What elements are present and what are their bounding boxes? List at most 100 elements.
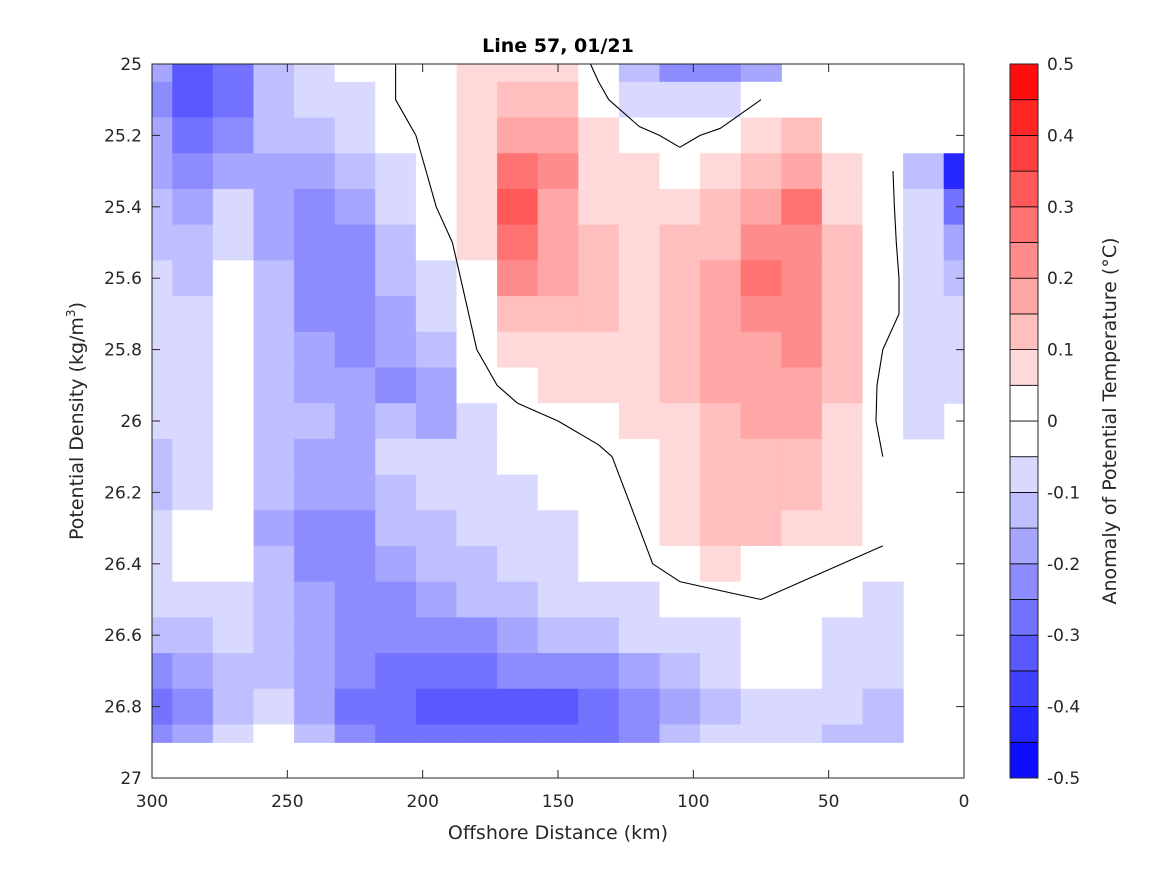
anomaly-cell [821, 617, 864, 654]
anomaly-cell [253, 581, 295, 618]
anomaly-cell [537, 617, 579, 654]
x-tick-label: 250 [271, 792, 303, 812]
anomaly-cell [415, 260, 458, 297]
colorbar-label: Anomaly of Potential Temperature (°C) [1099, 238, 1121, 605]
y-tick-label: 26.4 [104, 555, 142, 575]
zero-contour-line [395, 64, 900, 601]
anomaly-cell [781, 117, 823, 154]
anomaly-cell [334, 188, 376, 226]
anomaly-cell [781, 188, 823, 226]
anomaly-cell [700, 724, 742, 743]
anomaly-cell [821, 331, 864, 369]
anomaly-cell [294, 260, 336, 297]
anomaly-cell [334, 260, 376, 297]
anomaly-cell [740, 188, 782, 226]
anomaly-cell [172, 438, 214, 476]
anomaly-cell [578, 331, 620, 369]
anomaly-cell [659, 545, 701, 583]
anomaly-cell [212, 438, 255, 476]
anomaly-cell [700, 224, 742, 261]
anomaly-cell [537, 331, 579, 369]
anomaly-cell [172, 510, 214, 547]
anomaly-cell [294, 545, 336, 583]
anomaly-cell [781, 81, 823, 119]
anomaly-cell [334, 64, 376, 83]
y-tick-label: 27 [120, 769, 142, 789]
anomaly-cell [172, 617, 214, 654]
colorbar-segment [1009, 741, 1039, 779]
anomaly-cell [212, 224, 255, 261]
anomaly-cell [497, 331, 539, 369]
anomaly-cell [415, 296, 458, 333]
anomaly-cell [537, 724, 579, 743]
anomaly-cell [862, 188, 904, 226]
anomaly-cell [334, 438, 376, 476]
anomaly-cell [700, 331, 742, 369]
anomaly-cell [456, 64, 498, 83]
colorbar-tick-label: 0.2 [1047, 269, 1074, 289]
colorbar-tick-label: 0.3 [1047, 198, 1074, 218]
anomaly-cell [334, 688, 376, 726]
colorbar-tick-label: -0.4 [1047, 698, 1080, 718]
anomaly-cell [821, 224, 864, 261]
anomaly-cell [578, 117, 620, 154]
anomaly-cell [497, 438, 539, 476]
anomaly-cell [578, 653, 620, 690]
anomaly-cell [456, 296, 498, 333]
anomaly-cell [456, 474, 498, 511]
anomaly-cell [497, 545, 539, 583]
anomaly-cell [659, 331, 701, 369]
anomaly-cell [375, 438, 417, 476]
anomaly-cell [740, 224, 782, 261]
anomaly-cell [294, 64, 336, 83]
anomaly-cell [497, 64, 539, 83]
anomaly-cell [821, 581, 864, 618]
anomaly-cell [212, 545, 255, 583]
anomaly-cell [415, 653, 458, 690]
anomaly-cell [415, 367, 458, 404]
anomaly-cell [152, 188, 173, 226]
anomaly-cell [659, 117, 701, 154]
colorbar-tick-label: 0.4 [1047, 126, 1074, 146]
anomaly-cell [456, 81, 498, 119]
y-tick-label: 26 [120, 412, 142, 432]
anomaly-cell [740, 617, 782, 654]
colorbar-segment [1009, 349, 1039, 386]
anomaly-cell [294, 331, 336, 369]
anomaly-cell [862, 296, 904, 333]
anomaly-cell [862, 403, 904, 440]
anomaly-cell [618, 688, 661, 726]
anomaly-cell [578, 403, 620, 440]
zero-contour [395, 64, 900, 601]
anomaly-cell [212, 64, 255, 83]
anomaly-cell [415, 688, 458, 726]
anomaly-cell [740, 510, 782, 547]
anomaly-cell [152, 724, 173, 743]
anomaly-cell [578, 81, 620, 119]
anomaly-cell [700, 296, 742, 333]
anomaly-cell [212, 724, 255, 743]
anomaly-cell [172, 153, 214, 190]
colorbar-segment [1009, 420, 1039, 458]
anomaly-cell [618, 474, 661, 511]
anomaly-cell [294, 474, 336, 511]
anomaly-cell [700, 617, 742, 654]
anomaly-cell [334, 153, 376, 190]
anomaly-cell [497, 724, 539, 743]
anomaly-cell [740, 474, 782, 511]
anomaly-cell [578, 367, 620, 404]
anomaly-cell [334, 331, 376, 369]
anomaly-cell [700, 653, 742, 690]
anomaly-cell [659, 474, 701, 511]
anomaly-cell [903, 296, 945, 333]
anomaly-cell [456, 260, 498, 297]
anomaly-cell [334, 296, 376, 333]
y-axis: 25 25.2 25.4 25.6 25.8 26 26.2 26.4 26.6 26.8 27 [104, 55, 964, 789]
anomaly-cell [212, 403, 255, 440]
anomaly-cell [294, 688, 336, 726]
anomaly-cell [375, 260, 417, 297]
anomaly-cell [821, 117, 864, 154]
y-axis-label-main: Potential Density (kg/m [66, 317, 88, 540]
anomaly-cell [781, 438, 823, 476]
